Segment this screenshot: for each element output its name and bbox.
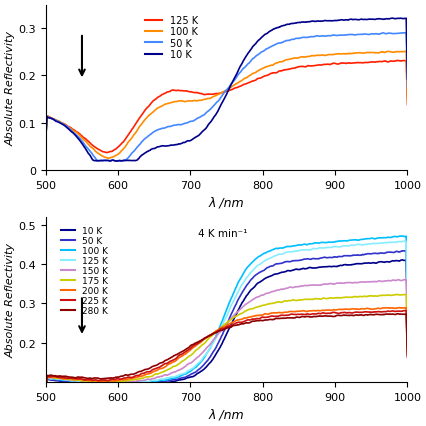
- Text: 4 K min⁻¹: 4 K min⁻¹: [197, 229, 247, 239]
- Y-axis label: Absolute Reflectivity: Absolute Reflectivity: [6, 242, 15, 357]
- Y-axis label: Absolute Reflectivity: Absolute Reflectivity: [6, 31, 15, 145]
- X-axis label: λ /nm: λ /nm: [208, 196, 244, 209]
- Legend: 125 K, 100 K, 50 K, 10 K: 125 K, 100 K, 50 K, 10 K: [141, 12, 202, 64]
- X-axis label: λ /nm: λ /nm: [208, 408, 244, 420]
- Legend: 10 K, 50 K, 100 K, 125 K, 150 K, 175 K, 200 K, 225 K, 280 K: 10 K, 50 K, 100 K, 125 K, 150 K, 175 K, …: [58, 223, 111, 319]
